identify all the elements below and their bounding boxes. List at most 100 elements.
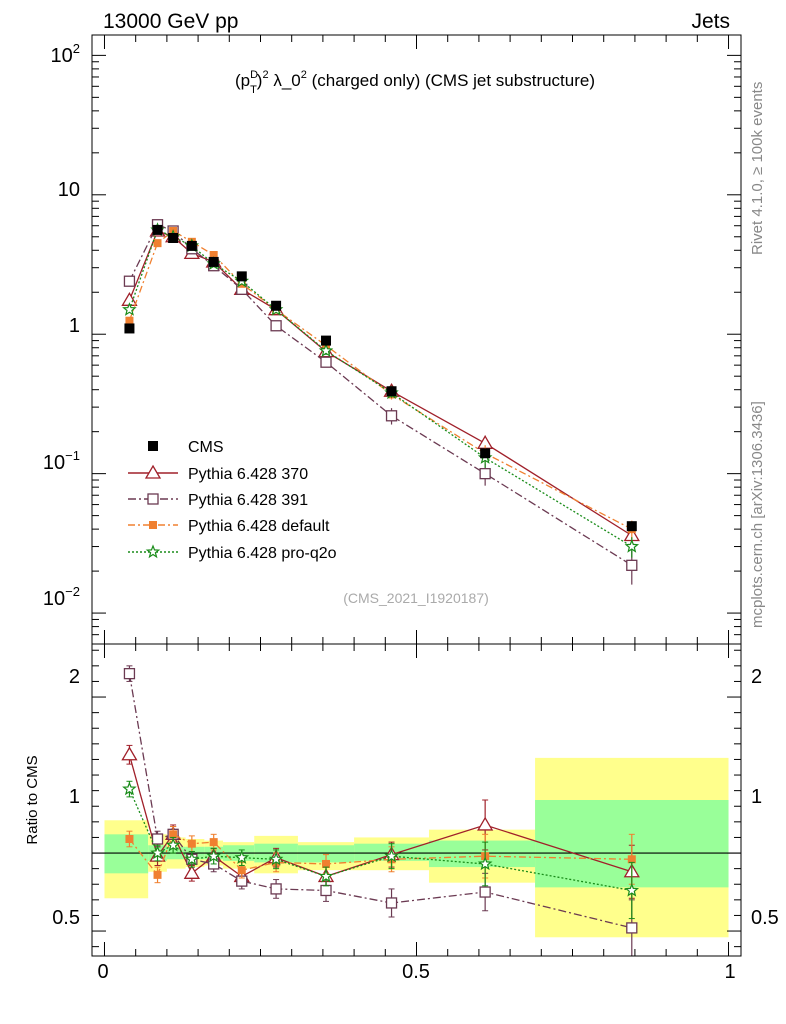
- ratio-point-pq2o: [624, 882, 640, 897]
- series-line-pq2o: [128, 229, 633, 548]
- legend-marker-cms: [148, 441, 158, 451]
- ratio-point-pq2o: [165, 837, 181, 852]
- point-cms: [480, 448, 491, 459]
- point-p391: [626, 559, 638, 571]
- ratio-point-p391: [320, 884, 332, 897]
- xtick-label-1: 1: [724, 961, 735, 983]
- point-pdefault: [209, 251, 218, 260]
- legend-label-default: Pythia 6.428 default: [188, 518, 330, 535]
- plot-title: (pD T)2 λ_02 (charged only) (CMS jet subs…: [235, 69, 595, 96]
- ratio-point-p370: [121, 746, 138, 761]
- point-cms: [321, 335, 332, 346]
- title-sup-2b: 2: [301, 69, 307, 81]
- analysis-id-label: (CMS_2021_I1920187): [343, 590, 489, 606]
- ytick-label-1: 1: [69, 315, 80, 337]
- legend-label-cms: CMS: [188, 439, 224, 456]
- main-y-tick-labels: 102 10 1 10−1 10−2: [43, 41, 80, 610]
- legend-entry-370: Pythia 6.428 370: [128, 464, 308, 483]
- title-sup-2: 2: [262, 69, 268, 81]
- header-process: 13000 GeV pp: [103, 10, 238, 33]
- legend-label-370: Pythia 6.428 370: [188, 466, 308, 483]
- point-cms: [168, 232, 179, 243]
- legend-marker-default: [149, 521, 157, 529]
- ratio-point-pdefault: [209, 838, 218, 847]
- mcplots-reference-label: mcplots.cern.ch [arXiv:1306.3436]: [749, 401, 766, 628]
- point-pq2o: [318, 343, 334, 358]
- ratio-ytick-right-1: 1: [751, 786, 762, 808]
- legend: CMS Pythia 6.428 370 Pythia 6.428 391 Py…: [128, 439, 337, 562]
- point-pdefault: [153, 239, 162, 248]
- point-cms: [386, 386, 397, 397]
- ratio-point-pq2o: [122, 781, 137, 796]
- legend-entry-default: Pythia 6.428 default: [128, 518, 330, 535]
- point-p391: [270, 320, 282, 332]
- ratio-ytick-left-1: 1: [69, 786, 80, 808]
- point-cms: [186, 240, 197, 251]
- point-cms: [626, 521, 637, 532]
- ratio-point-pdefault: [125, 835, 134, 843]
- ytick-label-0.1: 10−1: [43, 448, 80, 474]
- series-cms: [124, 224, 637, 532]
- legend-label-391: Pythia 6.428 391: [188, 492, 308, 509]
- ratio-panel: 2 1 0.5 2 1 0.5 Ratio to CMS 0 0.5 1: [24, 643, 779, 983]
- ratio-ytick-right-2: 2: [751, 666, 762, 688]
- ratio-point-pq2o: [318, 868, 334, 883]
- point-cms: [152, 224, 163, 235]
- legend-entry-391: Pythia 6.428 391: [128, 492, 308, 509]
- point-cms: [236, 271, 247, 282]
- ratio-point-pdefault: [169, 830, 178, 839]
- ratio-point-p391: [385, 897, 398, 909]
- xtick-label-0.5: 0.5: [402, 961, 430, 983]
- ratio-point-pq2o: [184, 851, 200, 866]
- legend-marker-370: [144, 464, 162, 479]
- band-inner: [297, 845, 355, 863]
- ratio-point-pq2o: [384, 848, 399, 863]
- ratio-point-p391: [626, 922, 638, 934]
- series-line-pdefault: [128, 230, 633, 530]
- rivet-version-label: Rivet 4.1.0, ≥ 100k events: [749, 82, 766, 255]
- ytick-label-0.01: 10−2: [43, 584, 80, 610]
- ytick-label-100: 102: [51, 41, 80, 67]
- x-tick-labels: 0 0.5 1: [97, 961, 735, 983]
- ratio-point-pq2o: [206, 848, 221, 863]
- ratio-point-p391: [151, 833, 164, 845]
- ratio-point-p370: [477, 816, 494, 831]
- point-p391: [123, 275, 136, 287]
- point-p391: [479, 467, 491, 480]
- title-sup-d: D: [250, 69, 258, 81]
- main-y-ticks: [92, 35, 741, 645]
- point-p391: [385, 410, 398, 422]
- ratio-ytick-right-0.5: 0.5: [751, 907, 779, 929]
- ratio-point-pq2o: [268, 851, 284, 866]
- main-series: [121, 219, 640, 585]
- point-pq2o: [122, 302, 137, 316]
- point-pq2o: [624, 538, 640, 553]
- ratio-y-tick-labels-left: 2 1 0.5: [52, 666, 80, 929]
- ratio-series: [121, 665, 640, 957]
- legend-marker-391: [147, 493, 159, 505]
- xtick-label-0: 0: [97, 961, 108, 983]
- ratio-point-pdefault: [153, 870, 162, 879]
- legend-label-pro-q2o: Pythia 6.428 pro-q2o: [188, 545, 337, 562]
- legend-entry-cms: CMS: [148, 439, 224, 456]
- ratio-point-pdefault: [322, 859, 331, 868]
- ratio-point-pdefault: [627, 855, 636, 864]
- ytick-label-10: 10: [58, 179, 80, 201]
- ratio-point-p370: [183, 865, 200, 879]
- main-panel: (pD T)2 λ_02 (charged only) (CMS jet subs…: [43, 34, 742, 645]
- ratio-y-axis-label: Ratio to CMS: [24, 755, 41, 844]
- ratio-series-pq2o: [122, 780, 640, 920]
- ratio-point-pq2o: [234, 850, 250, 864]
- ratio-point-pq2o: [477, 856, 493, 871]
- legend-entry-pro-q2o: Pythia 6.428 pro-q2o: [128, 544, 337, 562]
- ratio-y-tick-labels-right: 2 1 0.5: [751, 666, 779, 929]
- point-cms: [208, 256, 219, 267]
- point-pdefault: [125, 316, 134, 325]
- point-p391: [320, 356, 332, 368]
- ratio-ytick-left-2: 2: [69, 666, 80, 688]
- header-observable-group: Jets: [691, 10, 730, 33]
- ratio-ticks: [92, 644, 741, 956]
- point-cms: [271, 300, 282, 311]
- series-line-p391: [128, 223, 633, 566]
